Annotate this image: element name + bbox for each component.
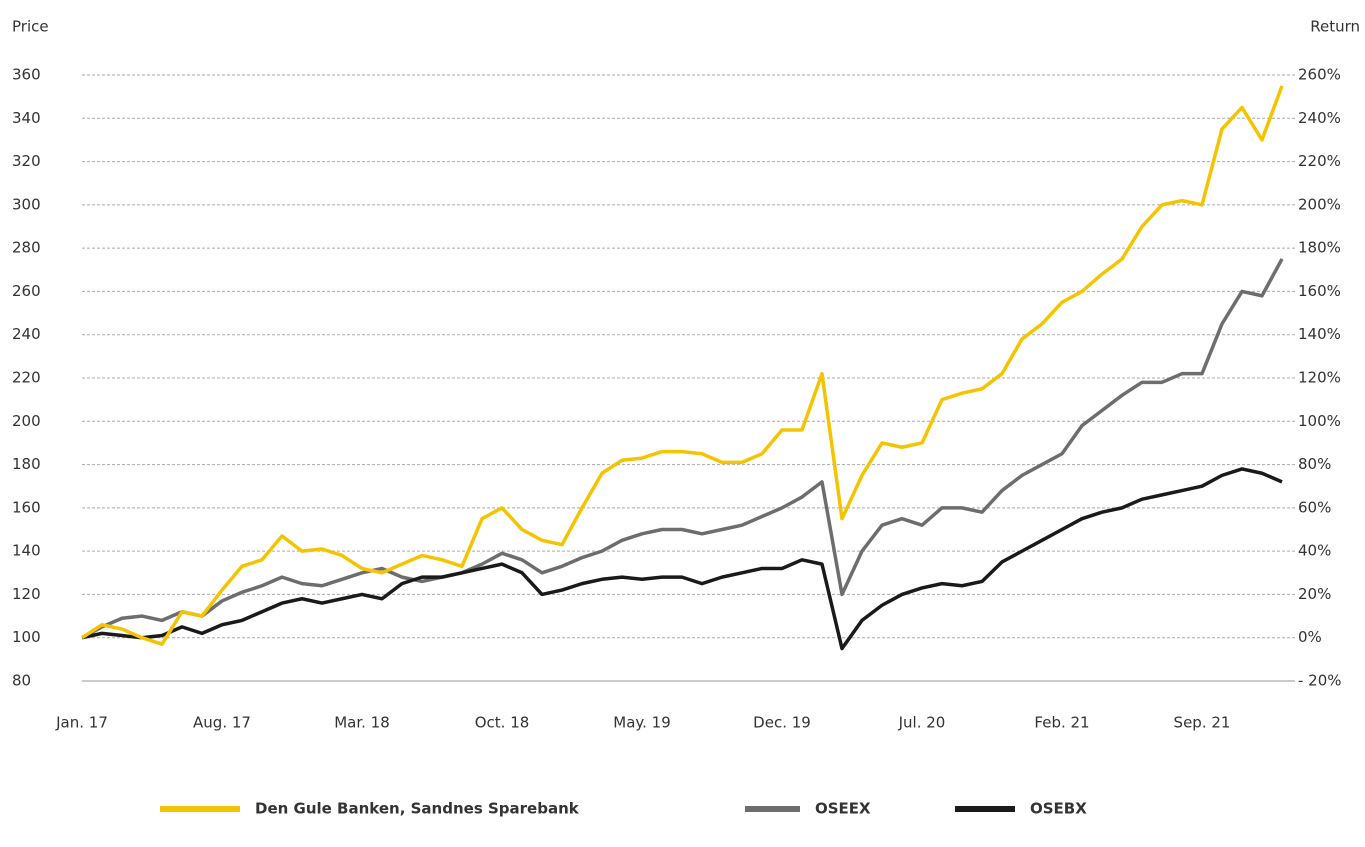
y2-tick-label: 140% — [1298, 325, 1341, 343]
y-tick-label: 280 — [12, 239, 41, 257]
y2-tick-label: - 20% — [1298, 672, 1342, 690]
y2-tick-label: 160% — [1298, 282, 1341, 300]
y2-axis-label: Return — [1310, 18, 1360, 36]
y-tick-label: 340 — [12, 109, 41, 127]
y2-tick-label: 260% — [1298, 66, 1341, 84]
y-tick-label: 180 — [12, 455, 41, 473]
legend-text: OSEEX — [815, 800, 871, 818]
y2-tick-label: 60% — [1298, 498, 1331, 516]
x-tick-label: Sep. 21 — [1174, 714, 1231, 732]
y-tick-label: 360 — [12, 66, 41, 84]
legend-text: Den Gule Banken, Sandnes Sparebank — [255, 800, 580, 818]
y-tick-label: 200 — [12, 412, 41, 430]
y2-tick-label: 220% — [1298, 152, 1341, 170]
y2-tick-label: 200% — [1298, 195, 1341, 213]
y-axis-label: Price — [12, 18, 49, 36]
x-tick-label: Feb. 21 — [1034, 714, 1089, 732]
x-tick-label: Jul. 20 — [898, 714, 946, 732]
y2-tick-label: 100% — [1298, 412, 1341, 430]
x-tick-label: Jan. 17 — [55, 714, 108, 732]
y-tick-label: 300 — [12, 195, 41, 213]
y-tick-label: 100 — [12, 628, 41, 646]
y2-tick-label: 120% — [1298, 369, 1341, 387]
y2-tick-label: 20% — [1298, 585, 1331, 603]
y-tick-label: 320 — [12, 152, 41, 170]
y-tick-label: 220 — [12, 369, 41, 387]
y2-tick-label: 240% — [1298, 109, 1341, 127]
y-tick-label: 240 — [12, 325, 41, 343]
y-tick-label: 120 — [12, 585, 41, 603]
x-tick-label: Mar. 18 — [334, 714, 390, 732]
y-tick-label: 140 — [12, 542, 41, 560]
y2-tick-label: 40% — [1298, 542, 1331, 560]
y-tick-label: 80 — [12, 672, 31, 690]
y-tick-label: 160 — [12, 498, 41, 516]
line-series — [81, 467, 1283, 651]
y2-tick-label: 0% — [1298, 628, 1322, 646]
y2-tick-label: 80% — [1298, 455, 1331, 473]
legend-text: OSEBX — [1030, 800, 1087, 818]
y-tick-label: 260 — [12, 282, 41, 300]
x-tick-label: Aug. 17 — [193, 714, 251, 732]
y2-tick-label: 180% — [1298, 239, 1341, 257]
x-tick-label: May. 19 — [613, 714, 671, 732]
x-tick-label: Oct. 18 — [475, 714, 530, 732]
x-tick-label: Dec. 19 — [753, 714, 811, 732]
line-series — [81, 258, 1284, 640]
line-series — [81, 85, 1284, 646]
